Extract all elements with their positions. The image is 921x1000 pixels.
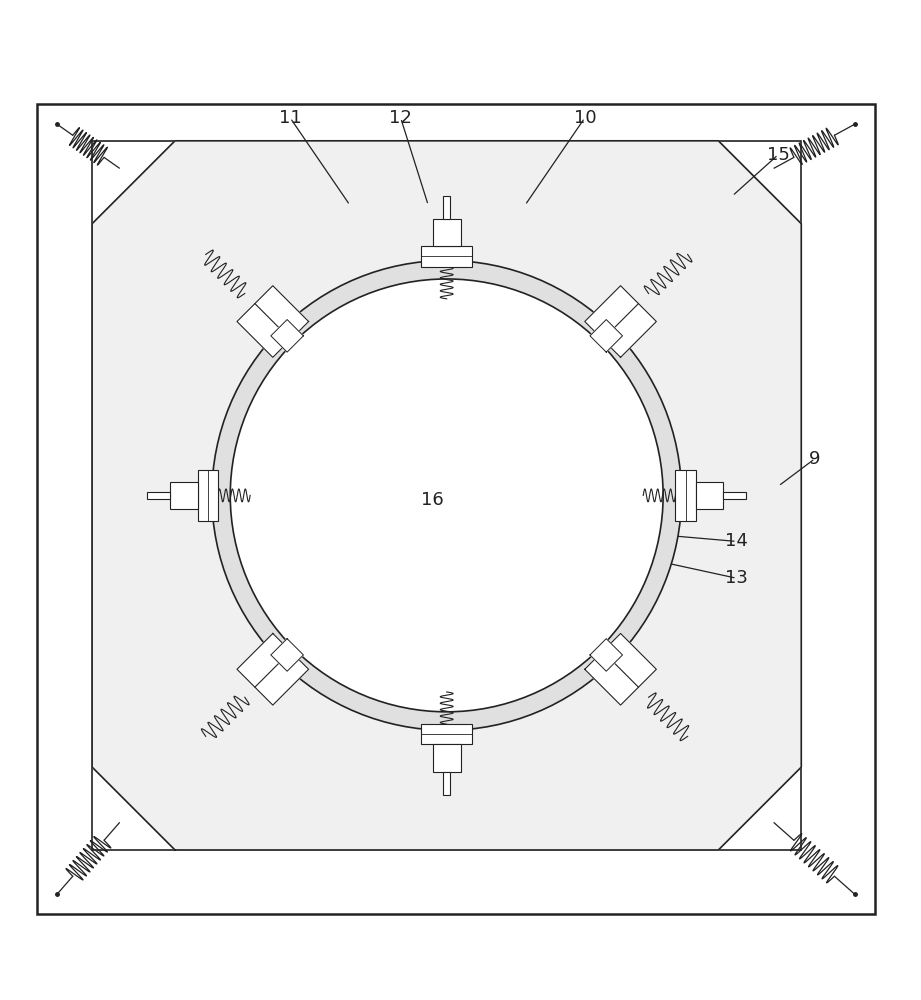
Text: 10: 10 — [574, 109, 596, 127]
Polygon shape — [271, 639, 303, 671]
Bar — [421, 246, 472, 267]
Bar — [433, 219, 460, 246]
Bar — [92, 141, 801, 850]
Text: 14: 14 — [726, 532, 748, 550]
Polygon shape — [590, 320, 623, 352]
Polygon shape — [271, 320, 303, 352]
Bar — [37, 104, 875, 914]
Text: 15: 15 — [767, 146, 789, 164]
Polygon shape — [585, 286, 657, 357]
Bar — [170, 482, 198, 509]
Text: 9: 9 — [810, 450, 821, 468]
Bar — [198, 470, 218, 521]
Text: 11: 11 — [279, 109, 301, 127]
Circle shape — [230, 279, 663, 712]
Polygon shape — [237, 286, 309, 357]
Circle shape — [212, 261, 682, 730]
Polygon shape — [585, 633, 657, 705]
Polygon shape — [237, 633, 309, 705]
Bar — [147, 492, 170, 499]
Bar — [695, 482, 723, 509]
Bar — [433, 744, 460, 772]
Bar — [444, 772, 449, 795]
Text: 12: 12 — [390, 109, 412, 127]
Polygon shape — [92, 141, 801, 850]
Bar — [675, 470, 695, 521]
Polygon shape — [590, 639, 623, 671]
Bar — [723, 492, 746, 499]
Text: 13: 13 — [726, 569, 748, 587]
Text: 16: 16 — [422, 491, 444, 509]
Bar — [444, 196, 449, 219]
Bar — [421, 724, 472, 744]
